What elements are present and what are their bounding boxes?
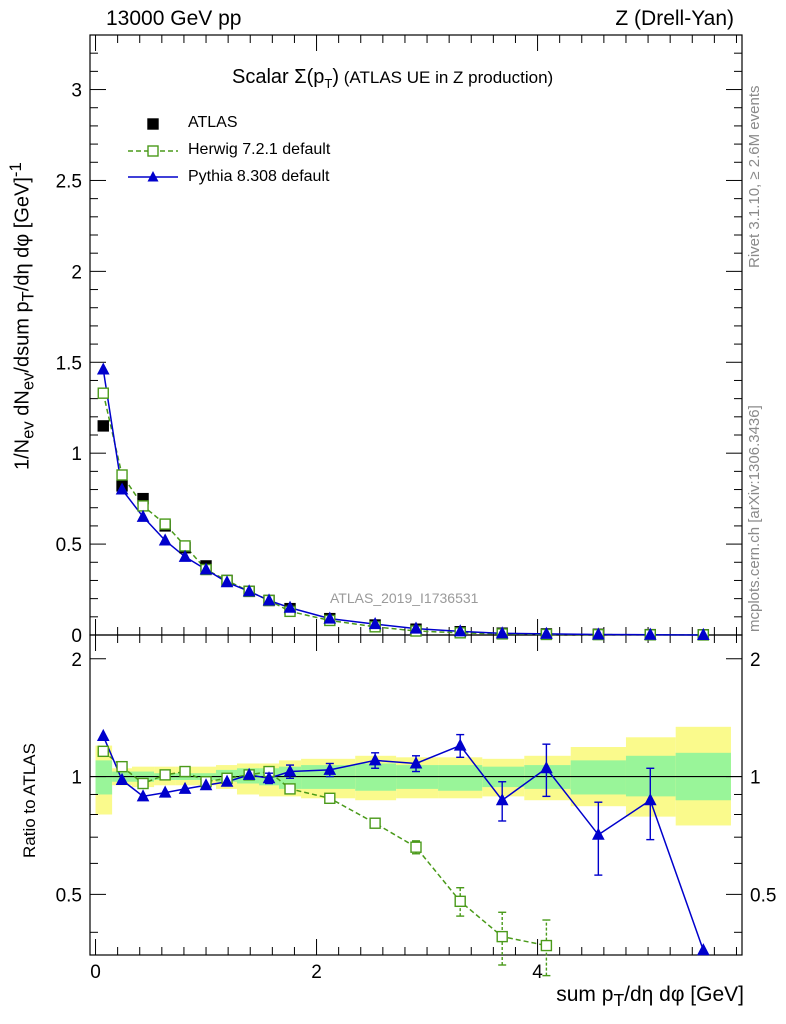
pythia-point	[540, 626, 553, 639]
pythia-point	[323, 611, 337, 624]
title-main: Scalar Σ(p	[232, 66, 325, 88]
herwig-ratio-point	[540, 939, 553, 952]
herwig-ratio-point	[454, 895, 466, 908]
inner-band	[438, 765, 483, 791]
pythia-point	[592, 627, 605, 640]
y-tick-label: 0.5	[56, 535, 82, 556]
title-close: )	[332, 66, 340, 88]
inner-band	[570, 760, 626, 795]
pythia-ratio-point	[136, 789, 150, 802]
y-tick-label: 2	[71, 262, 82, 283]
pythia-ratio-point	[409, 756, 423, 769]
herwig-main-line	[102, 393, 704, 636]
herwig-point	[116, 469, 128, 481]
pythia-ratio-point	[115, 772, 129, 785]
herwig-point	[97, 387, 109, 399]
pythia-point	[199, 562, 213, 575]
pythia-main-line	[102, 369, 704, 636]
pythia-ratio-point	[540, 761, 553, 774]
pythia-ratio-point	[178, 781, 192, 794]
pythia-ratio-point	[158, 785, 172, 798]
pythia-ratio-point	[199, 778, 213, 791]
herwig-ratio-point	[97, 745, 109, 758]
pythia-ratio-point	[643, 793, 657, 806]
pythia-ratio-point	[323, 762, 337, 775]
x-tick-label: 0	[90, 962, 101, 983]
herwig-ratio-point	[369, 817, 381, 829]
pythia-point	[409, 621, 423, 634]
pythia-point	[262, 593, 276, 606]
pythia-ratio-point	[242, 767, 256, 780]
pythia-point	[283, 600, 297, 613]
pythia-ratio-point	[96, 728, 110, 741]
x-axis-label: sum pT/dη dφ [GeV]	[556, 983, 744, 1011]
x-tick-label: 4	[532, 962, 543, 983]
pythia-ratio-point	[696, 943, 710, 956]
herwig-ratio-point	[159, 769, 171, 781]
y-tick-label: 1	[71, 444, 82, 465]
legend-marker-pythia	[147, 171, 159, 182]
plot-title: Scalar Σ(pT) (ATLAS UE in Z production)	[232, 66, 553, 91]
legend-marker-herwig	[147, 145, 159, 157]
legend-label-pythia: Pythia 8.308 default	[188, 168, 330, 185]
ratio-y-tick-label: 2	[71, 650, 82, 671]
pythia-point	[643, 627, 657, 640]
pythia-point	[242, 584, 256, 597]
herwig-ratio-point	[284, 783, 296, 795]
header-right: Z (Drell-Yan)	[615, 7, 734, 30]
herwig-ratio-point	[116, 760, 128, 773]
pythia-ratio-point	[495, 793, 509, 806]
herwig-ratio-point	[324, 792, 336, 804]
pythia-point	[158, 533, 172, 546]
x-tick-label: 2	[311, 962, 322, 983]
herwig-ratio-point	[137, 777, 149, 790]
legend	[128, 118, 178, 182]
title-sub: T	[324, 76, 333, 91]
pythia-point	[495, 626, 509, 639]
pythia-point	[453, 624, 467, 637]
herwig-point	[179, 540, 191, 552]
pythia-ratio-point	[453, 738, 467, 751]
pythia-point	[96, 362, 110, 375]
pythia-point	[115, 482, 129, 495]
pythia-point	[368, 617, 382, 630]
herwig-point	[159, 518, 171, 530]
pythia-ratio-point	[262, 771, 276, 784]
y-tick-label: 3	[71, 81, 82, 102]
herwig-point	[137, 500, 149, 512]
pythia-point	[220, 575, 234, 588]
data-series	[96, 362, 710, 977]
pythia-point	[696, 627, 710, 640]
ratio-y-tick-label: 0.5	[56, 885, 82, 906]
legend-label-herwig: Herwig 7.2.1 default	[188, 141, 331, 158]
herwig-ratio-point	[179, 765, 191, 778]
atlas-point	[97, 420, 109, 432]
pythia-ratio-point	[592, 827, 605, 840]
legend-label-atlas: ATLAS	[188, 114, 238, 131]
herwig-ratio-line	[102, 750, 547, 947]
analysis-watermark: ATLAS_2019_I1736531	[330, 590, 479, 606]
inner-band	[95, 760, 113, 795]
legend-marker-atlas	[147, 118, 159, 130]
header-left: 13000 GeV pp	[106, 7, 242, 30]
ratio-y-tick-label-right: 1	[750, 768, 761, 789]
herwig-ratio-point	[496, 930, 508, 943]
axis-ticks: 0 2 4 0 0.5 1 1.5 2 2.5 3 0.5 0.5 1 1 2 2	[56, 34, 776, 983]
ratio-y-tick-label-right: 2	[750, 650, 761, 671]
plot-frames	[89, 34, 743, 956]
pythia-point	[136, 509, 150, 522]
pythia-point	[178, 549, 192, 562]
title-paren: (ATLAS UE in Z production)	[339, 68, 554, 87]
herwig-ratio-point	[410, 841, 422, 853]
pythia-ratio-point	[220, 774, 234, 787]
y-tick-label: 0	[71, 626, 82, 647]
ratio-y-tick-label: 1	[71, 768, 82, 789]
ratio-y-tick-label-right: 0.5	[750, 885, 776, 906]
pythia-ratio-point	[283, 764, 297, 777]
y-tick-label: 1.5	[56, 353, 82, 374]
y-tick-label: 2.5	[56, 171, 82, 192]
pythia-ratio-point	[368, 753, 382, 766]
